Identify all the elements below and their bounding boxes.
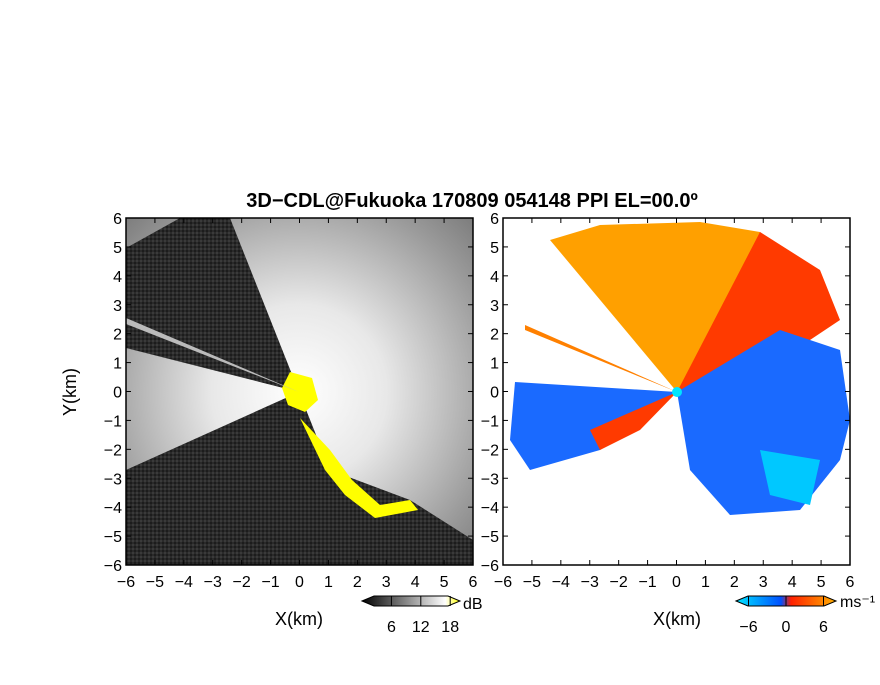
blocked-sector-lower	[126, 392, 473, 565]
velocity-colorbar-tick-label: 0	[782, 619, 791, 636]
reflectivity-ytick-label: 0	[113, 385, 122, 402]
reflectivity-ytick-label: 6	[113, 211, 122, 228]
reflectivity-ytick-label: −6	[104, 558, 122, 575]
reflectivity-colorbar-tick-label: 12	[412, 619, 430, 636]
velocity-ytick-label: 6	[490, 211, 499, 228]
velocity-xlabel: X(km)	[653, 609, 701, 629]
velocity-ytick-label: −2	[481, 442, 499, 459]
reflectivity-ytick-label: 5	[113, 240, 122, 257]
velocity-ytick-label: 1	[490, 356, 499, 373]
velocity-xtick-label: −6	[494, 574, 512, 591]
reflectivity-xtick-label: 2	[353, 574, 362, 591]
velocity-ytick-label: 4	[490, 269, 499, 286]
reflectivity-ytick-label: −1	[104, 413, 122, 430]
velocity-cyan-patch	[760, 450, 820, 505]
reflectivity-axes: −6 −5 −4 −3 −2 −1 0 1 2 3 4 5 6 6 5 4 3 2 1 0 −1 −2 −3 −4 −5 −6	[104, 211, 478, 591]
velocity-xtick-label: 1	[701, 574, 710, 591]
velocity-left-sector	[510, 382, 677, 470]
velocity-beam	[525, 325, 677, 392]
reflectivity-ytick-label: −5	[104, 529, 122, 546]
velocity-xtick-label: 6	[846, 574, 855, 591]
reflectivity-ytick-label: 2	[113, 327, 122, 344]
reflectivity-ytick-label: 1	[113, 356, 122, 373]
reflectivity-ytick-label: 4	[113, 269, 122, 286]
reflectivity-xtick-label: −3	[204, 574, 222, 591]
velocity-colorbar-unit: ms⁻¹	[840, 594, 875, 611]
reflectivity-ytick-label: 3	[113, 298, 122, 315]
velocity-ytick-label: 0	[490, 385, 499, 402]
velocity-ytick-label: 2	[490, 327, 499, 344]
velocity-xtick-label: 0	[672, 574, 681, 591]
reflectivity-colorbar-tick-label: 18	[441, 619, 459, 636]
reflectivity-xtick-label: 4	[411, 574, 420, 591]
reflectivity-xtick-label: 6	[469, 574, 478, 591]
reflectivity-colorbar-tick-label: 6	[387, 619, 396, 636]
echo-saturation-edge	[300, 418, 418, 518]
echo-saturation-center	[282, 372, 318, 412]
reflectivity-xtick-label: 3	[382, 574, 391, 591]
velocity-panel: −6 −5 −4 −3 −2 −1 0 1 2 3 4 5 6 6 5 4 3 2 1 0 −1 −2 −3 −4 −5 −6 X…	[481, 211, 855, 629]
velocity-colorbar: ms⁻¹ −6 0 6	[734, 594, 875, 636]
reflectivity-xtick-label: 0	[295, 574, 304, 591]
reflectivity-colorbar: dB 6 12 18	[360, 595, 483, 636]
reflectivity-xtick-label: −5	[146, 574, 164, 591]
velocity-ytick-label: −6	[481, 558, 499, 575]
velocity-xtick-label: −4	[552, 574, 570, 591]
reflectivity-colorbar-unit: dB	[463, 596, 483, 613]
blocked-beam	[126, 318, 299, 392]
velocity-red-sector	[677, 232, 840, 392]
velocity-left-red	[590, 392, 677, 450]
figure-title: 3D−CDL@Fukuoka 170809 054148 PPI EL=00.0…	[246, 190, 698, 212]
reflectivity-xlabel: X(km)	[275, 609, 323, 629]
velocity-xtick-label: −2	[610, 574, 628, 591]
velocity-xtick-label: 4	[788, 574, 797, 591]
reflectivity-ytick-label: −4	[104, 500, 122, 517]
velocity-ytick-label: 5	[490, 240, 499, 257]
reflectivity-ytick-label: −2	[104, 442, 122, 459]
velocity-ytick-label: −4	[481, 500, 499, 517]
velocity-colorbar-tick-label: 6	[819, 619, 828, 636]
velocity-colorbar-tick-label: −6	[739, 619, 757, 636]
reflectivity-ytick-label: −3	[104, 471, 122, 488]
velocity-ytick-label: −1	[481, 413, 499, 430]
velocity-axes: −6 −5 −4 −3 −2 −1 0 1 2 3 4 5 6 6 5 4 3 2 1 0 −1 −2 −3 −4 −5 −6	[481, 211, 855, 591]
velocity-xtick-label: 5	[817, 574, 826, 591]
velocity-ytick-label: −3	[481, 471, 499, 488]
velocity-origin-marker	[672, 387, 682, 397]
reflectivity-xtick-label: −1	[261, 574, 279, 591]
velocity-ytick-label: 3	[490, 298, 499, 315]
velocity-xtick-label: −1	[638, 574, 656, 591]
velocity-ytick-label: −5	[481, 529, 499, 546]
velocity-xtick-label: 2	[730, 574, 739, 591]
velocity-warm-sector	[550, 222, 790, 392]
reflectivity-xtick-label: −2	[233, 574, 251, 591]
reflectivity-xtick-label: 1	[324, 574, 333, 591]
blocked-sector-upper-left	[126, 218, 299, 392]
reflectivity-xtick-label: 5	[440, 574, 449, 591]
reflectivity-panel: −6 −5 −4 −3 −2 −1 0 1 2 3 4 5 6 6 5 4 3 2 1 0 −1 −2 −3 −4 −5 −6 X…	[60, 211, 478, 629]
reflectivity-xtick-label: −4	[175, 574, 193, 591]
velocity-xtick-label: 3	[759, 574, 768, 591]
reflectivity-ylabel: Y(km)	[60, 368, 80, 416]
reflectivity-xtick-label: −6	[117, 574, 135, 591]
velocity-xtick-label: −3	[581, 574, 599, 591]
velocity-xtick-label: −5	[523, 574, 541, 591]
